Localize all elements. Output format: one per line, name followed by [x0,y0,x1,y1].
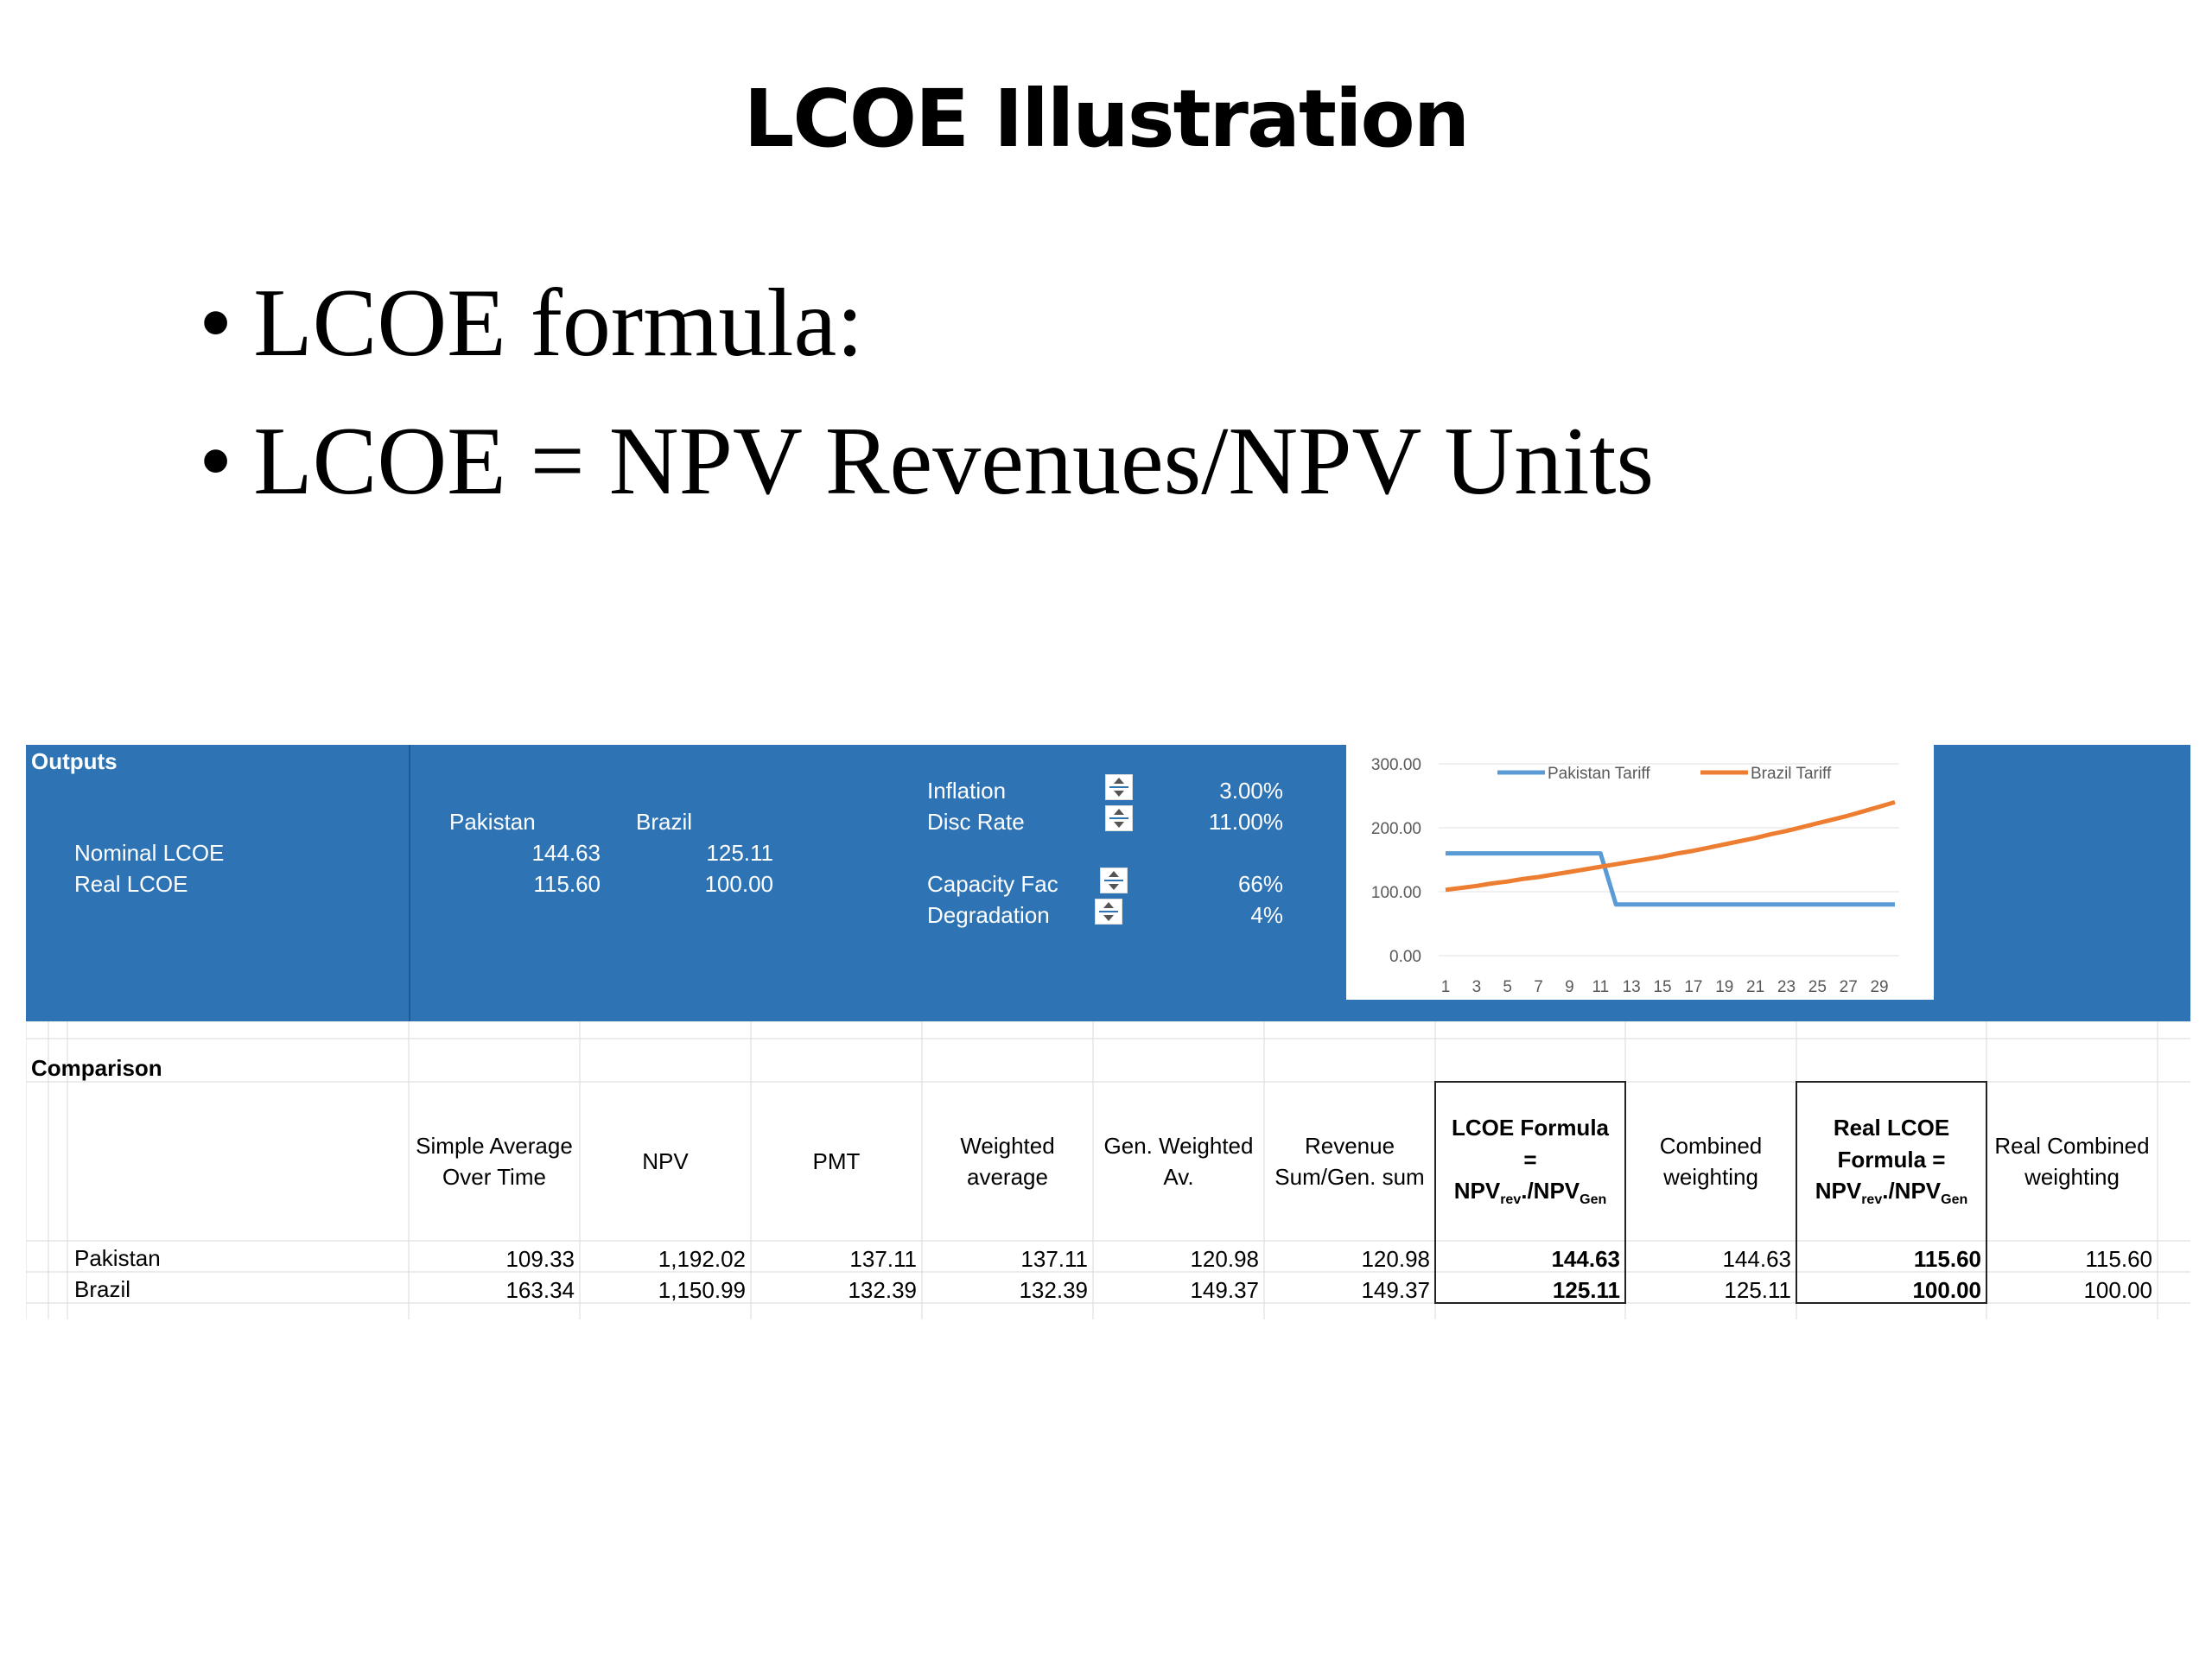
comparison-table: Comparison Simple Average Over Time NPV PM… [26,1021,2190,1319]
series-line [1445,799,1896,893]
inflation-label: Inflation [927,778,1007,804]
x-tick-label: 25 [1808,978,1827,996]
legend-label: Pakistan Tariff [1548,765,1650,783]
column-header: Real LCOE Formula = NPVrev./NPVGen [1815,1115,1968,1208]
x-tick-label: 29 [1870,978,1888,996]
y-tick-label: 200.00 [1371,820,1421,838]
table-cell: 125.11 [1724,1277,1791,1303]
table-cell: 137.11 [1020,1246,1088,1272]
bullet-item: • LCOE formula: [199,275,863,372]
table-cell: 137.11 [849,1246,917,1272]
table-cell: 144.63 [1551,1246,1620,1272]
table-cell: 115.60 [2085,1246,2152,1272]
capacity-fac-spinner[interactable] [1100,868,1128,893]
disc-rate-spinner[interactable] [1105,805,1133,831]
column-header: Simple Average Over Time [416,1132,573,1190]
nominal-lcoe-brazil: 125.11 [706,840,773,866]
x-tick-label: 23 [1777,978,1796,996]
bullet-icon: • [199,408,233,515]
formula-box [1434,1081,1626,1304]
formula-box [1796,1081,1987,1304]
x-tick-label: 5 [1503,978,1512,996]
column-header: PMT [812,1147,861,1174]
inflation-spinner[interactable] [1105,774,1133,800]
inflation-value: 3.00% [1219,778,1283,804]
table-cell: 100.00 [2083,1277,2152,1303]
spin-down-icon [1114,822,1124,828]
spin-up-icon [1109,871,1119,877]
spin-up-icon [1114,778,1124,784]
outputs-heading: Outputs [31,748,118,774]
row-label: Brazil [74,1276,131,1302]
x-tick-label: 19 [1715,978,1733,996]
spin-down-icon [1103,915,1114,921]
x-tick-label: 7 [1534,978,1543,996]
table-cell: 109.33 [505,1246,575,1272]
column-header: Revenue Sum/Gen. sum [1274,1132,1425,1190]
legend-label: Brazil Tariff [1751,765,1832,783]
degradation-spinner[interactable] [1095,899,1122,925]
bullet-item: • LCOE = NPV Revenues/NPV Units [199,413,1654,510]
series-line [1446,851,1895,907]
table-cell: 149.37 [1361,1277,1430,1303]
real-lcoe-brazil: 100.00 [704,871,773,897]
nominal-lcoe-label: Nominal LCOE [74,840,225,866]
table-cell: 120.98 [1361,1246,1430,1272]
x-tick-label: 27 [1840,978,1858,996]
spin-up-icon [1114,809,1124,815]
table-cell: 132.39 [848,1277,917,1303]
capacity-fac-value: 66% [1237,871,1283,897]
y-tick-label: 0.00 [1389,948,1421,966]
col-brazil: Brazil [636,809,693,835]
disc-rate-value: 11.00% [1208,809,1283,835]
table-cell: 125.11 [1552,1277,1620,1303]
x-tick-label: 17 [1684,978,1702,996]
table-cell: 1,192.02 [658,1246,746,1272]
disc-rate-label: Disc Rate [927,809,1025,835]
capacity-fac-label: Capacity Fac [927,871,1058,897]
grid-lines [26,1021,2190,1319]
x-tick-label: 1 [1441,978,1451,996]
x-tick-label: 3 [1472,978,1482,996]
tariff-chart: 300.00 200.00 100.00 0.00 1 3 5 7 9 11 13 15 17 19 21 2… [1346,745,1934,1000]
bullet-text: LCOE = NPV Revenues/NPV Units [253,408,1655,515]
column-header: Combined weighting [1659,1132,1763,1190]
column-header: Real Combined weighting [1994,1132,2150,1190]
x-tick-label: 11 [1592,978,1609,996]
table-cell: 1,150.99 [658,1277,746,1303]
bullet-text: LCOE formula: [253,270,864,377]
column-header: Gen. Weighted Av. [1103,1132,1254,1190]
y-tick-label: 100.00 [1371,884,1421,902]
x-tick-label: 15 [1653,978,1671,996]
column-header: Weighted average [960,1132,1055,1190]
bullet-icon: • [199,270,233,377]
nominal-lcoe-pakistan: 144.63 [531,840,601,866]
degradation-value: 4% [1250,902,1283,928]
x-tick-label: 21 [1746,978,1764,996]
panel-divider [409,745,410,1021]
y-tick-label: 300.00 [1371,756,1421,774]
table-cell: 120.98 [1190,1246,1259,1272]
column-header: NPV [642,1147,689,1174]
real-lcoe-label: Real LCOE [74,871,188,897]
table-cell: 163.34 [505,1277,575,1303]
slide-title: LCOE Illustration [743,73,1470,165]
table-cell: 115.60 [1913,1246,1981,1272]
table-cell: 100.00 [1912,1277,1981,1303]
real-lcoe-pakistan: 115.60 [533,871,601,897]
x-tick-label: 13 [1623,978,1641,996]
comparison-heading: Comparison [31,1055,162,1081]
table-cell: 144.63 [1722,1246,1791,1272]
table-cell: 149.37 [1190,1277,1259,1303]
spin-up-icon [1103,902,1114,908]
degradation-label: Degradation [927,902,1050,928]
col-pakistan: Pakistan [449,809,536,835]
column-header: LCOE Formula = NPVrev./NPVGen [1451,1115,1609,1208]
x-tick-label: 9 [1565,978,1574,996]
row-label: Pakistan [74,1245,161,1271]
table-cell: 132.39 [1019,1277,1088,1303]
spin-down-icon [1114,791,1124,797]
spin-down-icon [1109,884,1119,890]
